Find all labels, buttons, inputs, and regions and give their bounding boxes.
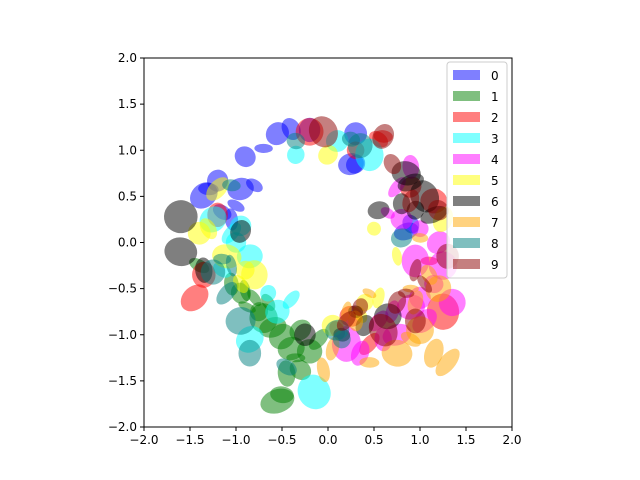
data-point-series-9 xyxy=(352,298,369,316)
data-point-series-5 xyxy=(367,221,381,236)
data-point-series-8 xyxy=(332,330,351,349)
y-tick-label: 1.0 xyxy=(118,143,137,157)
data-point-series-7 xyxy=(423,338,444,368)
data-point-series-3 xyxy=(260,284,277,302)
data-point-series-3 xyxy=(287,145,305,164)
legend-label-6: 6 xyxy=(491,195,499,209)
y-tick-label: 2.0 xyxy=(118,51,137,65)
legend-label-2: 2 xyxy=(491,111,499,125)
x-tick-label: 0.0 xyxy=(318,433,337,447)
data-point-series-6 xyxy=(164,237,198,267)
data-point-series-9 xyxy=(372,123,395,149)
legend-swatch-2 xyxy=(453,112,480,122)
legend-swatch-5 xyxy=(453,175,480,185)
data-point-series-6 xyxy=(230,220,252,243)
data-point-series-8 xyxy=(286,132,305,150)
data-point-series-9 xyxy=(383,154,402,175)
legend-swatch-8 xyxy=(453,238,480,248)
data-point-series-6 xyxy=(367,201,390,220)
data-point-series-8 xyxy=(276,358,297,376)
x-tick-label: 2.0 xyxy=(502,433,521,447)
data-point-series-6 xyxy=(163,200,198,234)
data-point-series-3 xyxy=(265,299,290,324)
data-point-series-7 xyxy=(381,339,413,367)
legend-swatch-0 xyxy=(453,70,480,80)
data-point-series-4 xyxy=(411,220,429,238)
data-point-series-8 xyxy=(216,281,238,305)
x-tick-label: 1.0 xyxy=(410,433,429,447)
x-tick-label: −1.0 xyxy=(221,433,250,447)
data-point-series-8 xyxy=(200,259,226,285)
legend-swatch-1 xyxy=(453,91,480,101)
data-point-series-7 xyxy=(435,348,460,377)
legend-label-5: 5 xyxy=(491,174,499,188)
data-point-series-0 xyxy=(254,143,273,153)
legend-label-9: 9 xyxy=(491,258,499,272)
y-tick-label: −0.5 xyxy=(108,282,137,296)
data-point-series-1 xyxy=(238,301,256,313)
data-point-series-9 xyxy=(409,258,422,282)
x-tick-label: 1.5 xyxy=(456,433,475,447)
data-point-series-5 xyxy=(318,145,338,165)
legend-label-3: 3 xyxy=(491,132,499,146)
legend-swatch-6 xyxy=(453,196,480,206)
legend-swatch-9 xyxy=(453,259,480,269)
legend-label-1: 1 xyxy=(491,90,499,104)
data-point-series-4 xyxy=(390,209,413,230)
data-point-series-1 xyxy=(260,388,295,414)
data-point-series-0 xyxy=(227,199,245,212)
data-point-series-7 xyxy=(411,233,429,243)
data-point-series-5 xyxy=(241,260,268,290)
legend-label-4: 4 xyxy=(491,153,499,167)
data-point-series-8 xyxy=(225,307,256,335)
data-point-series-8 xyxy=(213,253,232,265)
data-point-series-1 xyxy=(247,289,262,307)
y-tick-label: −1.5 xyxy=(108,374,137,388)
data-point-series-5 xyxy=(391,247,403,266)
data-point-series-8 xyxy=(222,179,241,192)
data-point-series-8 xyxy=(390,228,413,248)
data-point-series-0 xyxy=(246,178,263,193)
data-point-series-7 xyxy=(425,275,452,302)
data-point-series-8 xyxy=(238,339,262,367)
data-point-series-0 xyxy=(234,146,256,168)
data-point-series-9 xyxy=(368,313,398,347)
legend-label-8: 8 xyxy=(491,237,499,251)
data-point-series-7 xyxy=(316,357,330,383)
data-point-series-3 xyxy=(297,374,331,410)
x-axis: −2.0 −1.5 −1.0 −0.5 0.0 0.5 1.0 1.5 2.0 xyxy=(129,427,522,447)
data-point-series-9 xyxy=(402,189,420,213)
y-tick-label: 1.5 xyxy=(118,97,137,111)
data-point-series-9 xyxy=(308,116,338,148)
legend-swatch-4 xyxy=(453,154,480,164)
x-tick-label: −0.5 xyxy=(267,433,296,447)
y-axis: −2.0 −1.5 −1.0 −0.5 0.0 0.5 1.0 1.5 2.0 xyxy=(108,51,144,434)
legend-label-0: 0 xyxy=(491,69,499,83)
legend-swatch-3 xyxy=(453,133,480,143)
y-tick-label: −2.0 xyxy=(108,420,137,434)
legend: 0 1 2 3 4 5 6 7 8 9 xyxy=(446,61,508,279)
x-tick-label: −1.5 xyxy=(175,433,204,447)
data-point-series-5 xyxy=(187,221,211,245)
data-point-series-9 xyxy=(387,291,407,314)
data-point-series-2 xyxy=(180,284,209,312)
data-point-series-9 xyxy=(417,275,433,293)
data-point-series-9 xyxy=(336,311,356,331)
data-point-series-9 xyxy=(428,200,449,221)
data-point-series-5 xyxy=(372,287,385,309)
y-tick-label: −1.0 xyxy=(108,328,137,342)
x-tick-label: 0.5 xyxy=(364,433,383,447)
legend-label-7: 7 xyxy=(491,216,499,230)
data-point-series-7 xyxy=(359,357,380,368)
data-point-series-7 xyxy=(362,288,377,299)
legend-swatch-7 xyxy=(453,217,480,227)
data-point-series-8 xyxy=(347,133,373,159)
y-tick-label: 0.5 xyxy=(118,189,137,203)
y-tick-label: 0.0 xyxy=(118,236,137,250)
data-point-series-9 xyxy=(404,308,426,334)
data-point-series-6 xyxy=(294,323,316,347)
x-tick-label: −2.0 xyxy=(129,433,158,447)
